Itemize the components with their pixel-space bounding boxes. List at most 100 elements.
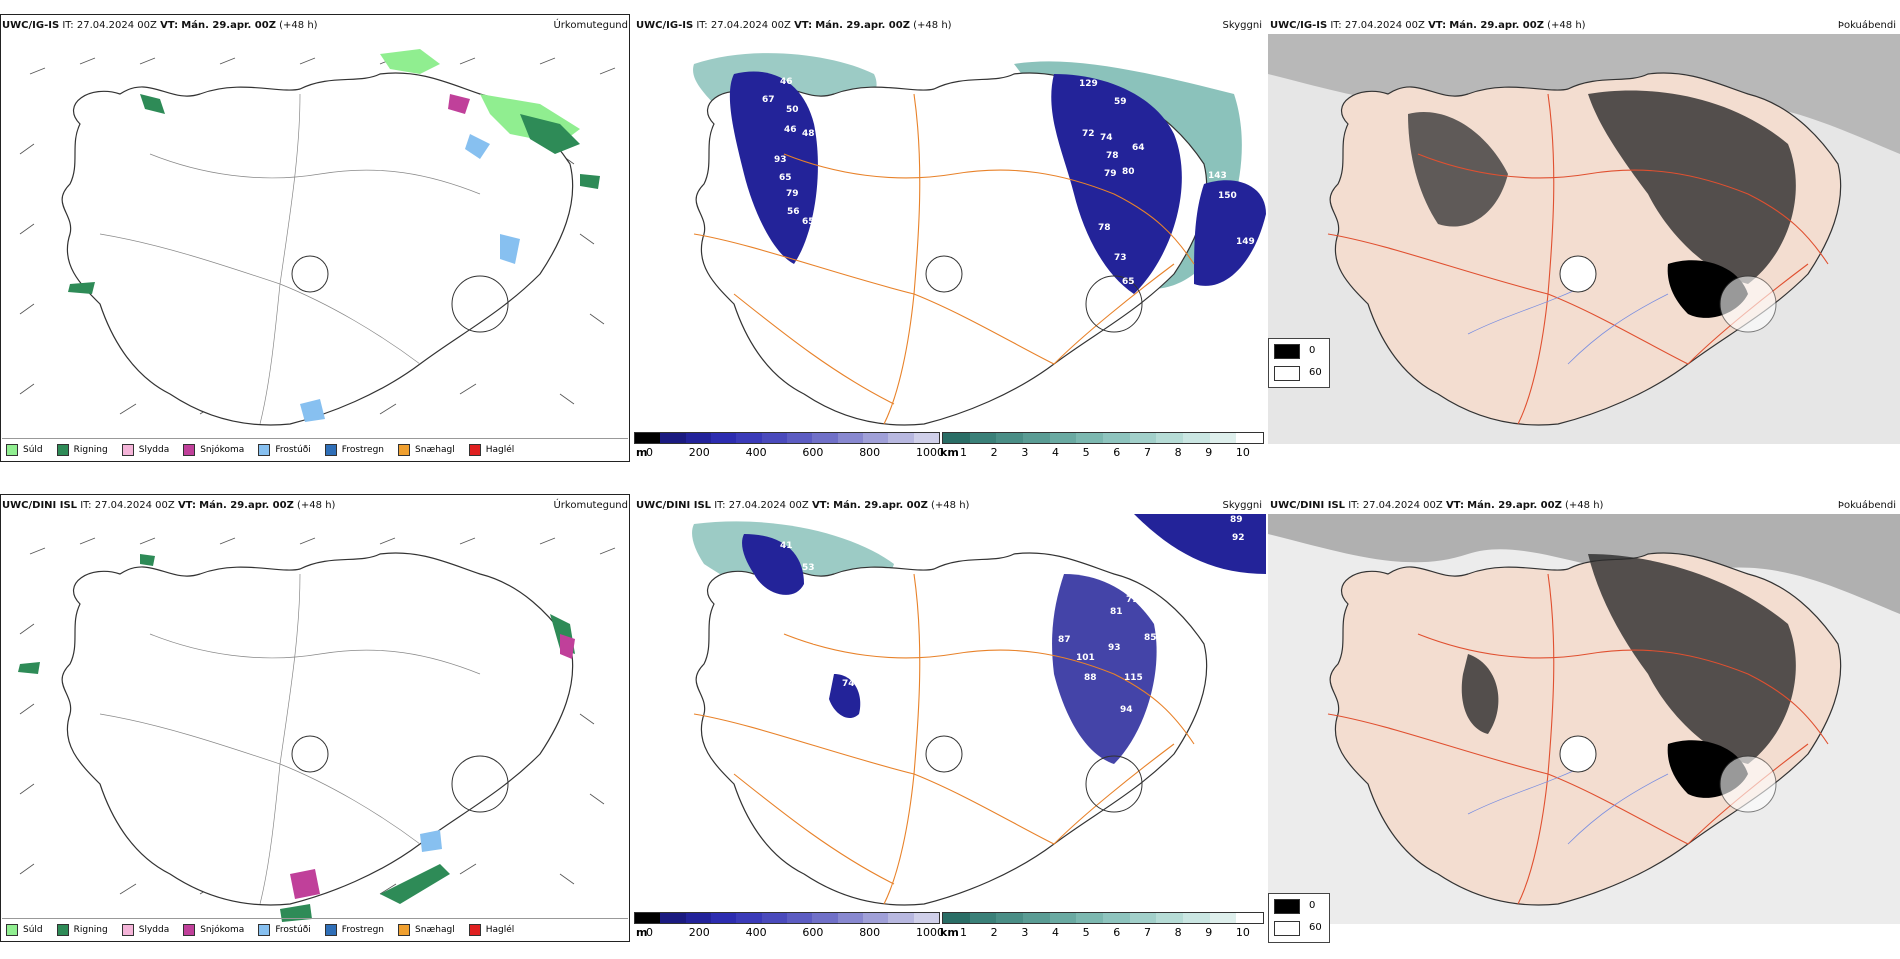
ceiling-colorbar — [634, 432, 940, 444]
ceiling-value: 101 — [1076, 653, 1095, 663]
legend-label: 0 — [1309, 345, 1316, 356]
legend-item: Snjókoma — [183, 923, 244, 936]
ceiling-value: 80 — [1122, 167, 1135, 177]
legend-swatch — [324, 443, 337, 456]
tick-label: 200 — [688, 446, 710, 459]
legend-swatch — [398, 443, 411, 456]
legend-item: Súld — [6, 443, 43, 456]
tick-label: 1000 — [915, 926, 944, 939]
legend-item: Slydda — [121, 923, 169, 936]
ceiling-value: 85 — [1144, 633, 1157, 643]
ceiling-value: 72 — [936, 871, 949, 881]
tick-label: 10 — [1235, 446, 1250, 459]
legend-swatch — [6, 443, 18, 456]
ceiling-value: 43 — [934, 409, 947, 419]
panel-frame — [0, 14, 630, 462]
precip-map — [19, 49, 616, 426]
legend-item: Frostúði — [258, 923, 311, 936]
glacier — [451, 275, 509, 333]
precip-map — [18, 537, 616, 922]
ceiling-value: 27 — [914, 393, 927, 403]
legend-swatch — [56, 923, 69, 936]
ceiling-value: 78 — [1106, 151, 1119, 161]
ceiling-value: 71 — [1036, 207, 1049, 217]
glacier — [291, 255, 329, 293]
tick-label: 6 — [1113, 446, 1121, 459]
panel-type-label: Úrkomutegund — [553, 20, 628, 31]
glacier — [1085, 755, 1143, 813]
ceiling-value: 73 — [1114, 253, 1127, 263]
tick-label: 1 — [960, 446, 967, 459]
legend-swatch-light — [1274, 366, 1300, 381]
panel-title: UWC/IG-IS IT: 27.04.2024 00Z VT: Mán. 29… — [636, 20, 952, 31]
ceiling-value: 93 — [774, 155, 787, 165]
tick-label: 0 — [646, 926, 653, 939]
legend-item: Frostregn — [324, 923, 384, 936]
tick-label: 600 — [802, 926, 824, 939]
ceiling-value: 88 — [830, 657, 843, 667]
precip-panel-top: UWC/IG-IS IT: 27.04.2024 00Z VT: Mán. 29… — [0, 14, 632, 479]
fog-map — [1268, 514, 1900, 924]
tick-label: 9 — [1205, 926, 1213, 939]
legend-item: Rigning — [56, 443, 108, 456]
legend-item: Slydda — [121, 443, 169, 456]
ceiling-value: 74 — [1100, 133, 1113, 143]
low-ceiling-area — [742, 534, 804, 595]
ceiling-value: 72 — [1082, 129, 1095, 139]
ceiling-values: 41 53 69 70 88 74 89 92 79 81 87 101 93 … — [780, 515, 1245, 893]
tick-label: 200 — [688, 926, 710, 939]
ceiling-value: 87 — [1058, 635, 1071, 645]
glacier — [925, 735, 963, 773]
glacier — [1719, 275, 1777, 333]
ceiling-value: 88 — [1084, 673, 1097, 683]
ceiling-value: 79 — [1126, 595, 1139, 605]
ceiling-value: 149 — [1236, 237, 1255, 247]
roads — [99, 573, 481, 905]
tick-label: 7 — [1143, 926, 1151, 939]
precip-areas — [18, 554, 575, 922]
legend-item: Frostregn — [324, 443, 384, 456]
tick-label: 3 — [1021, 446, 1029, 459]
ceiling-values: 46 67 50 46 48 93 65 79 56 65 129 59 72 … — [762, 77, 1255, 419]
ceiling-value: 129 — [1079, 79, 1098, 89]
roads — [693, 573, 1195, 905]
ceiling-value: 115 — [1124, 673, 1143, 683]
colorbars: m 0 200 400 600 800 1000 km 1 2 3 4 5 6 … — [634, 912, 1266, 942]
legend-swatch — [324, 923, 337, 936]
vis-ticks: 1 2 3 4 5 6 7 8 9 10 — [960, 446, 1250, 459]
legend-swatch — [121, 443, 134, 456]
low-ceiling-area — [1134, 514, 1266, 574]
ceiling-value: 93 — [1108, 643, 1121, 653]
legend-swatch — [6, 923, 18, 936]
legend-item: Rigning — [56, 923, 108, 936]
legend-item: Haglél — [468, 443, 514, 456]
tick-label: 400 — [745, 446, 767, 459]
legend-label: 60 — [1309, 922, 1322, 933]
ceiling-value: 46 — [780, 77, 793, 87]
fog-area — [1588, 554, 1796, 764]
legend-item: Haglél — [468, 923, 514, 936]
fog-legend-bottom: 0 60 — [1268, 893, 1330, 943]
ceiling-value: 94 — [1120, 705, 1133, 715]
legend-swatch — [56, 443, 69, 456]
ceiling-value: 64 — [1132, 143, 1145, 153]
legend-swatch-light — [1274, 921, 1300, 936]
panel-title: UWC/IG-IS IT: 27.04.2024 00Z VT: Mán. 29… — [2, 20, 318, 31]
low-ceiling-area — [829, 674, 861, 719]
panel-frame — [0, 494, 630, 942]
legend-swatch — [258, 923, 271, 936]
tick-label: 5 — [1082, 926, 1090, 939]
glacier — [1559, 255, 1597, 293]
fog-legend-top: 0 60 — [1268, 338, 1330, 388]
tick-label: 2 — [990, 446, 998, 459]
ceiling-value: 48 — [802, 129, 815, 139]
panel-type-label: Þokuábendi — [1837, 500, 1896, 511]
precip-legend: Súld Rigning Slydda Snjókoma Frostúði Fr… — [2, 438, 628, 460]
legend-swatch — [183, 443, 196, 456]
fog-area — [1461, 654, 1499, 734]
vis-unit: km — [940, 926, 959, 939]
legend-item: Súld — [6, 923, 43, 936]
ceiling-ticks: 0 200 400 600 800 1000 — [646, 446, 944, 459]
tick-label: 4 — [1051, 446, 1059, 459]
tick-label: 10 — [1235, 926, 1250, 939]
